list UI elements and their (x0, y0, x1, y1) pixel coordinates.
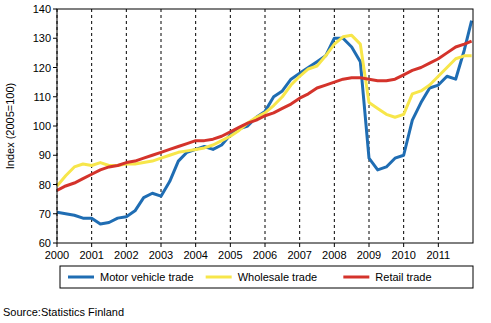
x-tick (265, 243, 266, 247)
x-tick-label: 2004 (183, 249, 207, 261)
chart: 2000 2001 2002 2003 2004 2005 2006 2007 2008 2009… (0, 0, 491, 323)
x-tick-label: 2002 (114, 249, 138, 261)
legend-swatch (206, 276, 232, 279)
y-tick-label: 120 (33, 62, 51, 74)
x-tick (334, 243, 335, 247)
x-tick-label: 2000 (45, 249, 69, 261)
series-group (57, 21, 472, 224)
y-tick-label: 80 (39, 179, 51, 191)
y-tick-label: 140 (33, 3, 51, 15)
x-tick-label: 2005 (218, 249, 242, 261)
x-tick-label: 2006 (253, 249, 277, 261)
legend-label: Wholesale trade (238, 271, 318, 283)
y-axis-label: Index (2005=100) (4, 83, 16, 170)
x-tick-label: 2011 (427, 249, 451, 261)
legend-swatch (343, 276, 369, 279)
x-tick (230, 243, 231, 247)
y-tick (53, 243, 57, 244)
y-tick (53, 155, 57, 156)
legend-box (60, 266, 473, 288)
x-tick-label: 2009 (357, 249, 381, 261)
x-tick (195, 243, 196, 247)
x-tick-label: 2003 (149, 249, 173, 261)
x-tick (438, 243, 439, 247)
y-tick (53, 67, 57, 68)
x-tick-label: 2001 (79, 249, 103, 261)
series-line (57, 21, 472, 224)
y-tick-label: 90 (39, 149, 51, 161)
grid-line (369, 9, 370, 243)
grid-line (230, 9, 231, 243)
legend-label: Motor vehicle trade (100, 271, 194, 283)
x-tick-label: 2010 (391, 249, 415, 261)
y-tick (53, 126, 57, 127)
y-tick (53, 96, 57, 97)
legend-label: Retail trade (375, 271, 431, 283)
grid-line (299, 9, 300, 243)
x-tick (161, 243, 162, 247)
y-tick-label: 60 (39, 237, 51, 249)
y-tick-label: 130 (33, 32, 51, 44)
source-note: Source:Statistics Finland (3, 306, 124, 318)
series-line (57, 35, 472, 186)
x-tick (57, 243, 58, 247)
y-tick (53, 38, 57, 39)
grid-line (265, 9, 266, 243)
plot-frame (57, 9, 473, 243)
grid-line (403, 9, 404, 243)
x-tick (369, 243, 370, 247)
x-tick (126, 243, 127, 247)
legend-swatch (68, 276, 94, 279)
x-tick-label: 2007 (287, 249, 311, 261)
y-tick-label: 110 (33, 91, 51, 103)
grid-line (438, 9, 439, 243)
x-tick-label: 2008 (322, 249, 346, 261)
y-tick (53, 9, 57, 10)
grid-line (195, 9, 196, 243)
grid-line (161, 9, 162, 243)
series-line (57, 41, 472, 190)
x-tick (299, 243, 300, 247)
x-tick (91, 243, 92, 247)
grid-line (126, 9, 127, 243)
y-tick (53, 213, 57, 214)
y-tick-label: 70 (39, 208, 51, 220)
grid-line (91, 9, 92, 243)
y-tick (53, 184, 57, 185)
x-tick (403, 243, 404, 247)
y-tick-label: 100 (33, 120, 51, 132)
